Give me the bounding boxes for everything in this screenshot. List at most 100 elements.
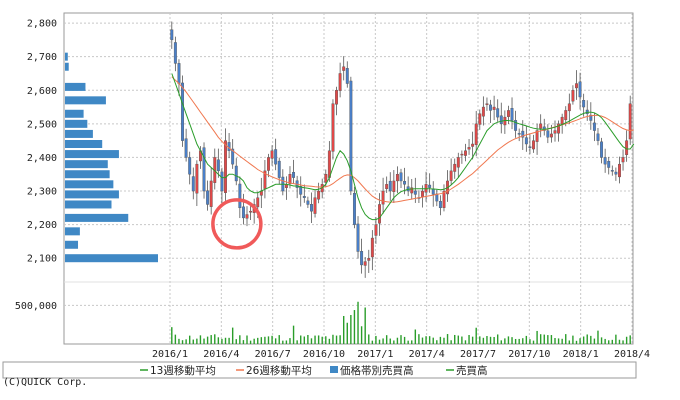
volume-bar — [611, 339, 614, 344]
profile-bar — [65, 82, 86, 91]
candle-body — [306, 200, 310, 205]
x-tick-label: 2018/4 — [614, 349, 650, 360]
candle-body — [614, 171, 618, 175]
candle-body — [610, 170, 614, 172]
x-axis-ticks: 2016/1 2016/4 2016/7 2016/10 2017/1 2017/4 201… — [152, 349, 650, 360]
volume-bar — [246, 335, 248, 344]
candle-body — [184, 138, 188, 158]
volume-bar — [307, 334, 309, 344]
candle-body — [589, 114, 593, 121]
candle-body — [245, 214, 249, 219]
candle-body — [256, 197, 260, 208]
legend-label: 26週移動平均 — [246, 364, 312, 377]
candle-body — [403, 180, 407, 185]
highlight-circle — [211, 198, 263, 250]
volume-bar — [357, 301, 359, 344]
volume-bar — [199, 335, 202, 344]
volume-bar — [325, 336, 327, 344]
volume-bar — [629, 335, 631, 344]
volume-bar — [421, 337, 424, 344]
volume-bar — [590, 335, 592, 344]
volume-bar — [253, 338, 255, 344]
candle-body — [521, 130, 525, 138]
volume-bar — [507, 336, 510, 344]
volume-bar — [328, 338, 331, 344]
candle-body — [367, 258, 371, 261]
candle-body — [277, 160, 281, 178]
candle-body — [539, 123, 543, 129]
candle-body — [209, 180, 213, 207]
volume-bar — [185, 339, 187, 344]
candle-body — [327, 150, 331, 178]
candle-body — [549, 133, 553, 138]
volume-bar — [572, 335, 574, 344]
candle-body — [410, 187, 414, 194]
y-tick-label: 2,100 — [27, 254, 57, 265]
volume-bar — [257, 337, 259, 344]
volume-bar — [436, 340, 438, 344]
profile-bar — [65, 119, 88, 128]
copyright-text: (C)QUICK Corp. — [3, 377, 88, 388]
candle-body — [489, 104, 492, 111]
candle-body — [292, 172, 296, 178]
volume-bar — [525, 335, 528, 344]
volume-bar — [371, 340, 374, 344]
candle-body — [299, 186, 303, 195]
volume-bar — [543, 334, 545, 344]
candle-body — [564, 110, 568, 121]
volume-bar — [622, 340, 624, 344]
volume-bar — [550, 335, 553, 344]
volume-bar — [178, 338, 180, 344]
candle-body — [317, 190, 321, 200]
volume-profile — [65, 52, 158, 263]
candle-body — [263, 170, 267, 189]
volume-bar — [310, 338, 313, 344]
volume-bar — [378, 339, 381, 344]
candle-body — [349, 80, 353, 192]
volume-bar — [582, 336, 585, 344]
volume-bar — [342, 315, 345, 344]
profile-bar — [65, 254, 158, 263]
volume-bar — [600, 337, 603, 344]
volume-bar — [554, 337, 556, 344]
candle-body — [421, 190, 424, 197]
volume-bar — [239, 335, 241, 344]
x-tick-label: 2017/10 — [508, 349, 550, 360]
volume-bar — [608, 340, 610, 344]
candle-body — [231, 148, 235, 165]
candle-body — [596, 133, 600, 141]
volume-bar — [274, 338, 277, 344]
profile-bar — [65, 96, 106, 105]
volume-bar — [471, 336, 474, 344]
volume-bar — [500, 340, 502, 344]
candle-body — [546, 130, 550, 138]
volume-bar — [321, 336, 323, 344]
volume-bar — [407, 340, 409, 344]
chart-frame — [63, 12, 634, 345]
candle-body — [374, 224, 378, 236]
candle-body — [535, 130, 539, 142]
volume-bar — [536, 330, 538, 344]
volume-bar — [454, 334, 456, 344]
volume-bar — [332, 334, 334, 344]
y-tick-label: 2,800 — [27, 19, 57, 30]
volume-bar — [539, 334, 542, 344]
profile-bar — [65, 227, 80, 236]
candle-body — [456, 157, 460, 168]
candle-body — [442, 190, 446, 208]
candle-body — [181, 82, 184, 141]
legend: 13週移動平均 26週移動平均 価格帯別売買高 売買高 — [140, 364, 488, 377]
volume-bar — [382, 338, 384, 344]
profile-bar — [65, 170, 110, 179]
volume-bar — [529, 339, 531, 344]
volume-bar — [443, 337, 445, 344]
profile-bar — [65, 62, 69, 71]
volume-bar — [196, 338, 198, 344]
candle-body — [625, 140, 629, 156]
volume-bar — [486, 336, 488, 344]
candle-body — [395, 174, 399, 182]
candle-body — [267, 157, 270, 171]
volume-bar — [514, 338, 517, 344]
annotation-circle — [211, 198, 263, 250]
volume-bar — [282, 340, 284, 344]
